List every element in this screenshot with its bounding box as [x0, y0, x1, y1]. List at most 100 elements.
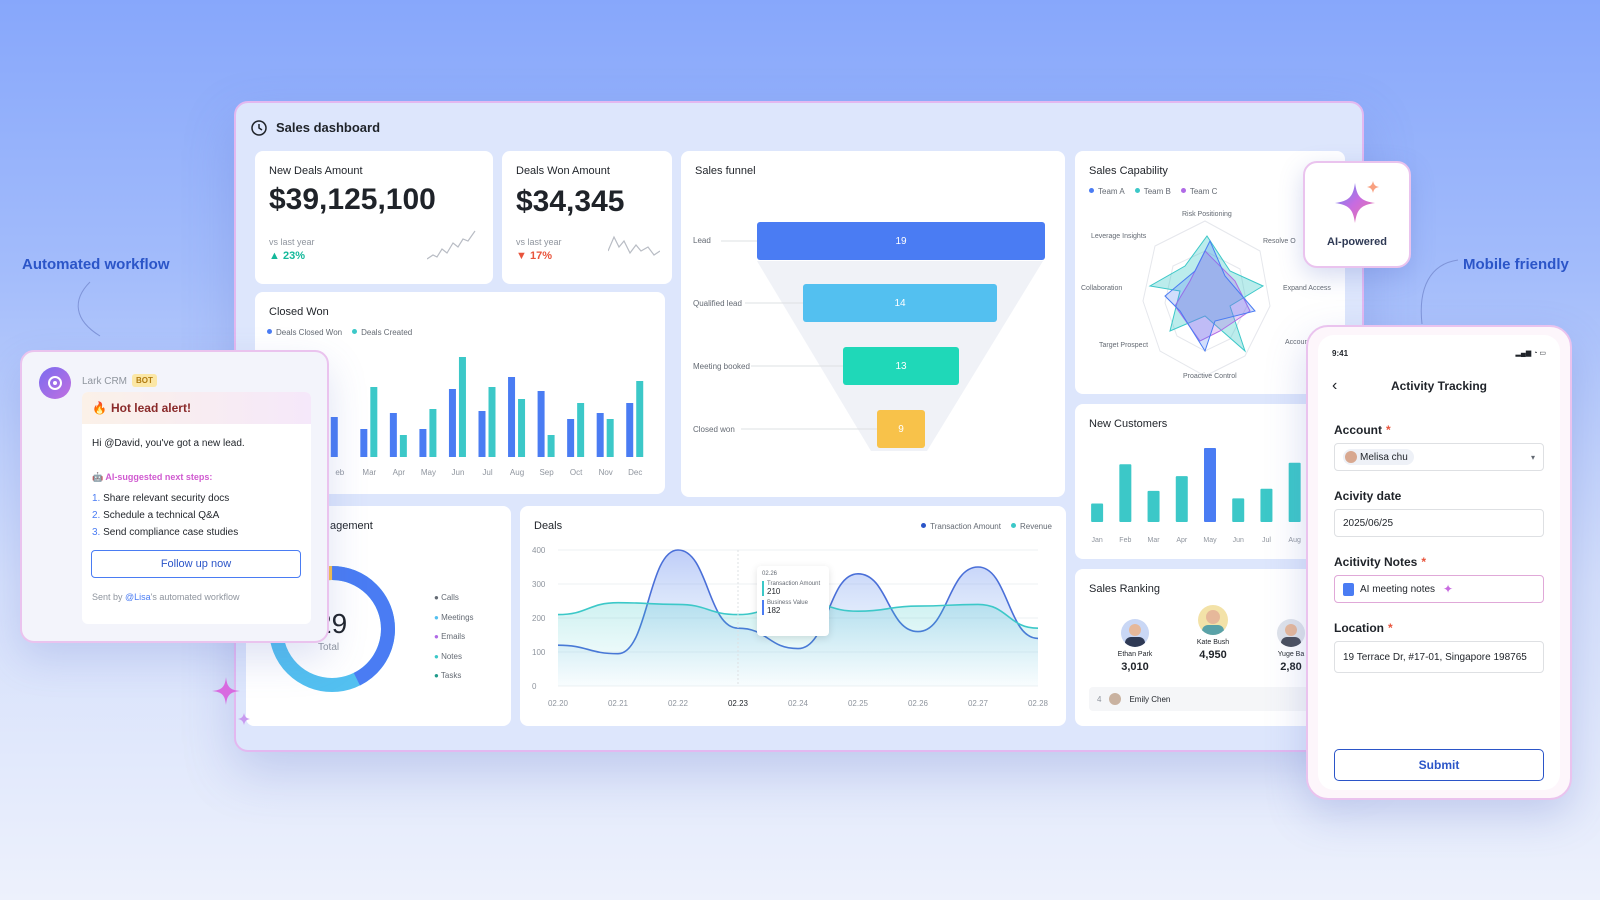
axis-resolve: Resolve O [1263, 238, 1296, 245]
x-tick-label: Sep [539, 468, 554, 477]
x-tick-label: 02.28 [1028, 699, 1049, 708]
bar-created [636, 381, 644, 457]
sales-capability-card[interactable]: Sales Capability Team A Team B Team C Ri… [1075, 151, 1345, 394]
ranking-person-2[interactable]: Kate Bush 4,950 [1183, 605, 1243, 661]
callout-connector-right [1420, 259, 1459, 325]
bar-new-customers [1260, 488, 1273, 522]
x-tick-label: 02.24 [788, 699, 809, 708]
sales-ranking-card[interactable]: Sales Ranking Ethan Park 3,010 Kate Bush… [1075, 569, 1345, 726]
bar-new-customers [1288, 462, 1301, 522]
axis-collaboration: Collaboration [1081, 285, 1123, 292]
ai-sparkle-icon [1335, 181, 1379, 223]
x-tick-label: Dec [628, 468, 642, 477]
ranking-name-1: Ethan Park [1117, 651, 1153, 658]
date-label: Acivity date [1334, 489, 1402, 503]
bar-closed-won [508, 377, 516, 457]
bar-created [577, 403, 585, 457]
bar-created [488, 387, 496, 457]
deals-card[interactable]: Deals Transaction Amount Revenue 400 300 2… [520, 506, 1066, 726]
ranking-name-2: Kate Bush [1196, 639, 1230, 646]
closed-won-chart: eb Mar Apr May Jun Jul Aug Sep Oct Nov Dec [330, 357, 644, 477]
back-icon[interactable]: ‹ [1332, 377, 1338, 394]
funnel-label-closed: Closed won [693, 425, 735, 434]
bot-icon: 🤖 [92, 472, 106, 482]
notes-input[interactable]: AI meeting notes ✦ [1334, 575, 1544, 603]
bar-new-customers [1147, 490, 1160, 522]
legend-meetings: ● Meetings [434, 612, 474, 622]
bar-created [518, 399, 526, 457]
ai-sparkle-icon[interactable]: ✦ [1443, 582, 1454, 596]
tooltip-business: Business Value 182 [762, 600, 824, 615]
capability-radar [1142, 220, 1271, 377]
funnel-bar-closed[interactable]: 9 [877, 410, 925, 448]
phone-screen: 9:41 ▂▄▆ ◔ ▭ ‹ Activity Tracking Account… [1318, 335, 1560, 790]
ranking-row-rank: 4 [1097, 694, 1102, 704]
x-tick-label: 02.20 [548, 699, 569, 708]
sales-funnel-card[interactable]: Sales funnel Lead 19 Qualified lead 14 M… [681, 151, 1065, 497]
bar-closed-won [567, 419, 575, 457]
funnel-label-qualified: Qualified lead [693, 299, 742, 308]
automated-workflow-callout: Automated workflow [22, 256, 170, 273]
x-tick-label: 02.25 [848, 699, 869, 708]
bot-app-name: Lark CRM [82, 376, 128, 387]
ai-steps-list: 1. Share relevant security docs 2. Sched… [92, 490, 238, 541]
x-tick-label: Apr [393, 468, 406, 477]
x-tick-label: Mar [362, 468, 376, 477]
y-tick-label: 300 [532, 580, 546, 589]
x-tick-label: Feb [1119, 537, 1131, 544]
bot-message-card: 🔥 Hot lead alert! Hi @David, you've got a… [82, 392, 311, 624]
ranking-score-3: 2,80 [1280, 661, 1302, 673]
account-select[interactable]: Melisa chu ▾ [1334, 443, 1544, 471]
ranking-person-3[interactable]: Yuge Ba 2,80 [1261, 619, 1321, 673]
new-deals-value: $39,125,100 [269, 183, 436, 216]
x-tick-label: May [1203, 537, 1217, 544]
deals-won-value: $34,345 [516, 185, 625, 218]
axis-expand: Expand Access [1283, 285, 1331, 292]
account-chip: Melisa chu [1343, 449, 1414, 465]
mobile-activity-tracking: 9:41 ▂▄▆ ◔ ▭ ‹ Activity Tracking Account… [1306, 325, 1572, 800]
deals-won-card[interactable]: Deals Won Amount $34,345 vs last year ▼ … [502, 151, 672, 284]
step-3: 3. Send compliance case studies [92, 527, 239, 538]
date-input[interactable]: 2025/06/25 [1334, 509, 1544, 537]
y-tick-label: 100 [532, 648, 546, 657]
x-tick-label: Nov [599, 468, 613, 477]
bar-closed-won [330, 417, 338, 457]
y-tick-label: 0 [532, 682, 537, 691]
funnel-label-lead: Lead [693, 236, 711, 245]
funnel-bar-lead[interactable]: 19 [757, 222, 1045, 260]
new-customers-card[interactable]: New Customers JanFebMarAprMayJunJulAugSe… [1075, 404, 1345, 559]
dashboard-icon [251, 120, 267, 136]
phone-title: Activity Tracking [1390, 379, 1488, 393]
y-tick-label: 400 [532, 546, 546, 555]
bar-closed-won [537, 391, 545, 457]
ranking-person-1[interactable]: Ethan Park 3,010 [1105, 619, 1165, 673]
new-customers-chart: JanFebMarAprMayJunJulAugSep [1091, 448, 1329, 544]
x-tick-label: Jul [1262, 537, 1271, 544]
deals-legend: Transaction Amount Revenue [921, 522, 1052, 531]
bar-new-customers [1204, 448, 1216, 522]
bar-new-customers [1175, 476, 1188, 522]
funnel-bar-meeting[interactable]: 13 [843, 347, 959, 385]
follow-up-button[interactable]: Follow up now [91, 550, 301, 578]
lark-crm-avatar [39, 367, 71, 399]
new-customers-title: New Customers [1089, 418, 1168, 430]
legend-revenue: Revenue [1011, 522, 1052, 531]
avatar [1121, 619, 1149, 647]
x-tick-label: 02.26 [908, 699, 929, 708]
avatar [1198, 605, 1228, 635]
ranking-row[interactable]: 4 Emily Chen [1089, 687, 1335, 711]
axis-leverage: Leverage Insights [1091, 233, 1147, 240]
avatar [1277, 619, 1305, 647]
x-tick-label: Jan [1091, 537, 1102, 544]
location-label: Location * [1334, 621, 1393, 635]
new-deals-card[interactable]: New Deals Amount $39,125,100 vs last yea… [255, 151, 493, 284]
location-input[interactable]: 19 Terrace Dr, #17-01, Singapore 198765 [1334, 641, 1544, 673]
series-area [558, 601, 1038, 686]
legend-created: Deals Created [352, 328, 412, 337]
funnel-bar-qualified[interactable]: 14 [803, 284, 997, 322]
bar-closed-won [448, 389, 456, 457]
status-icons: ▂▄▆ ◔ ▭ [1515, 350, 1546, 357]
bar-created [606, 419, 614, 457]
submit-button[interactable]: Submit [1334, 749, 1544, 781]
funnel-shape [721, 240, 1043, 451]
